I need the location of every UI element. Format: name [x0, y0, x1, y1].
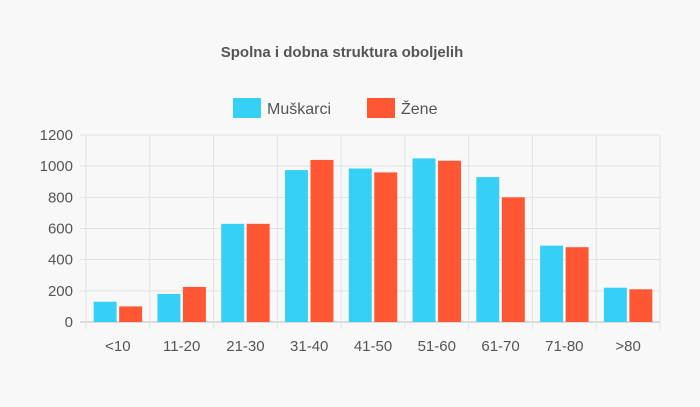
bar-zene-4	[310, 159, 334, 322]
bar-muskarci-1	[93, 301, 117, 322]
legend-label-muskarci: Muškarci	[267, 101, 331, 118]
bar-muskarci-7	[476, 177, 500, 322]
x-tick-label: 31-40	[290, 338, 328, 355]
bar-zene-6	[438, 160, 462, 322]
bar-zene-1	[119, 306, 143, 322]
legend-swatch-muskarci	[233, 98, 261, 118]
bar-zene-2	[182, 286, 206, 322]
bar-muskarci-6	[412, 158, 436, 322]
legend-swatch-zene	[367, 98, 395, 118]
chart-title: Spolna i dobna struktura oboljelih	[220, 44, 464, 61]
y-tick-label: 200	[48, 283, 73, 300]
y-tick-label: 600	[48, 221, 73, 238]
y-tick-label: 800	[48, 189, 73, 206]
x-tick-label: 51-60	[418, 338, 456, 355]
x-tick-label: 61-70	[481, 338, 519, 355]
bar-muskarci-4	[284, 170, 308, 322]
y-tick-label: 1200	[40, 127, 73, 144]
x-tick-label: >80	[615, 338, 640, 355]
bar-muskarci-5	[348, 168, 372, 322]
bar-zene-5	[374, 172, 398, 322]
x-tick-label: 11-20	[163, 338, 200, 355]
bar-muskarci-9	[603, 287, 627, 322]
y-tick-label: 400	[48, 252, 73, 269]
x-tick-label: 71-80	[545, 338, 583, 355]
bar-zene-3	[246, 223, 270, 322]
legend-label-zene: Žene	[401, 99, 438, 118]
bar-muskarci-2	[157, 293, 181, 322]
bar-muskarci-3	[221, 223, 245, 322]
bar-zene-9	[629, 289, 653, 322]
x-tick-label: <10	[105, 338, 130, 355]
bar-zene-7	[501, 197, 525, 322]
x-tick-label: 41-50	[354, 338, 392, 355]
y-tick-label: 1000	[40, 158, 73, 175]
bar-zene-8	[565, 247, 589, 322]
x-tick-label: 21-30	[226, 338, 264, 355]
y-tick-label: 0	[65, 314, 73, 331]
bar-muskarci-8	[540, 245, 564, 322]
